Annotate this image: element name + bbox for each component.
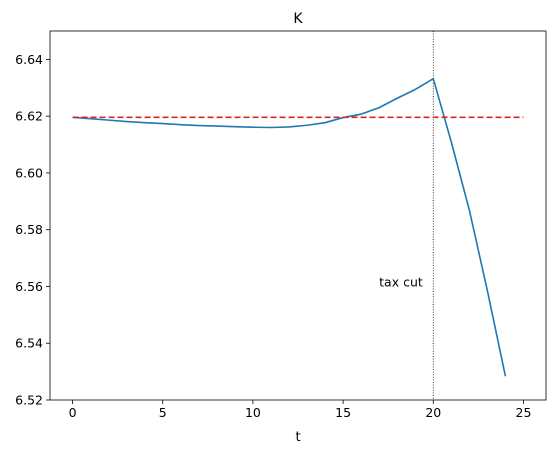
y-tick-label: 6.52	[15, 393, 43, 408]
annotation-tax-cut: tax cut	[379, 274, 423, 289]
y-tick-label: 6.58	[15, 222, 43, 237]
x-tick-label: 15	[335, 405, 351, 420]
x-tick-label: 10	[245, 405, 261, 420]
x-tick-label: 5	[159, 405, 167, 420]
plot-frame	[49, 30, 547, 401]
chart-title: K	[293, 11, 303, 27]
y-tick-label: 6.64	[15, 52, 43, 67]
x-axis-label: t	[295, 430, 300, 445]
x-tick-label: 25	[516, 405, 532, 420]
series-line-0	[72, 77, 507, 377]
y-tick-label: 6.56	[15, 279, 43, 294]
x-tick-label: 20	[425, 405, 441, 420]
y-tick-label: 6.60	[15, 165, 43, 180]
y-tick-label: 6.62	[15, 109, 43, 124]
x-tick-label: 0	[69, 405, 77, 420]
y-tick-label: 6.54	[15, 336, 43, 351]
